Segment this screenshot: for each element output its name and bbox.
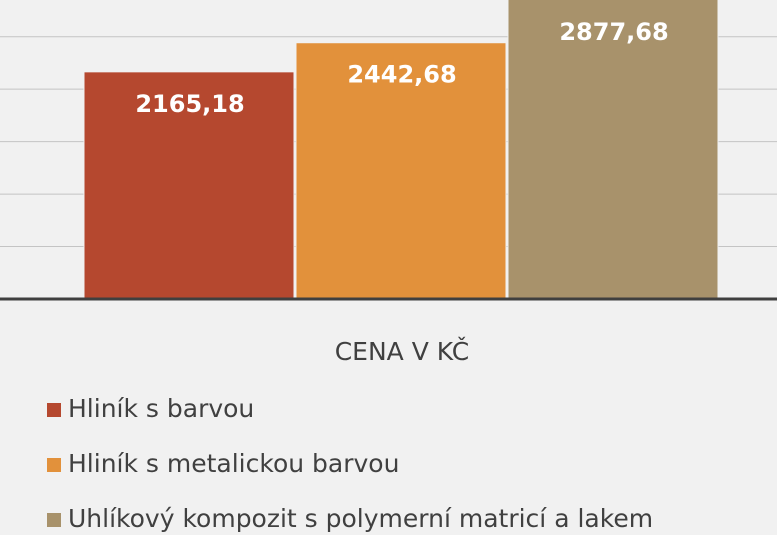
- legend-label: Hliník s metalickou barvou: [68, 449, 399, 478]
- data-label: 2165,18: [135, 90, 244, 118]
- x-tick-label: CENA V KČ: [335, 336, 470, 366]
- legend-swatch: [47, 458, 61, 472]
- legend-swatch: [47, 403, 61, 417]
- data-label: 2877,68: [559, 18, 668, 46]
- bar: [507, 0, 719, 300]
- legend-label: Uhlíkový kompozit s polymerní matricí a …: [68, 504, 653, 533]
- bar: [295, 42, 507, 300]
- legend-swatch: [47, 513, 61, 527]
- legend-label: Hliník s barvou: [68, 394, 254, 423]
- data-label: 2442,68: [347, 61, 456, 89]
- bar: [83, 71, 295, 300]
